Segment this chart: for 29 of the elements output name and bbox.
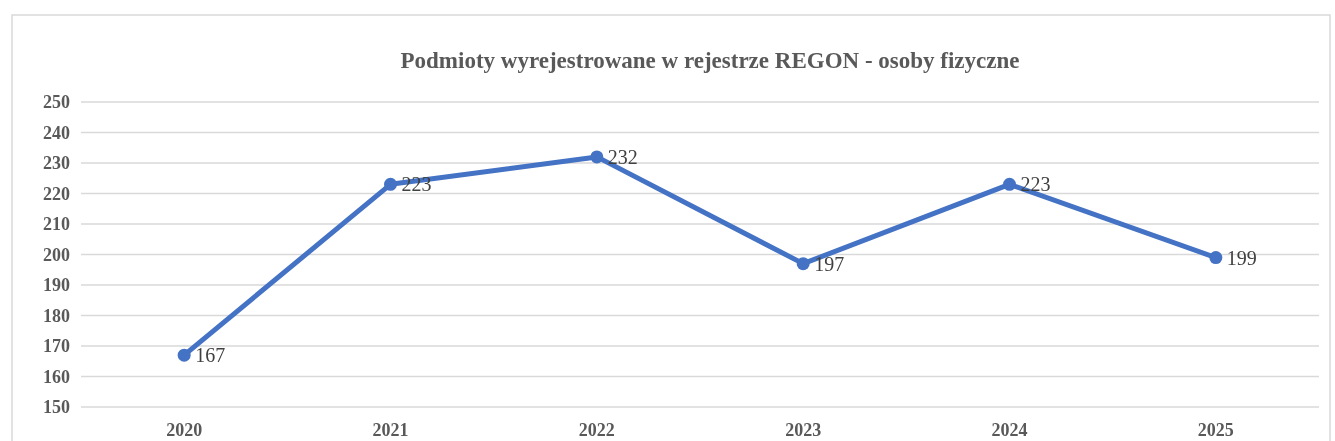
point xyxy=(384,177,397,191)
point xyxy=(1209,251,1223,265)
x-tick-label: 2021 xyxy=(372,420,409,440)
y-tick-label: 240 xyxy=(43,122,70,143)
y-tick-label: 250 xyxy=(43,92,70,112)
data-label: 197 xyxy=(814,252,845,275)
data-label: 199 xyxy=(1226,246,1257,269)
y-tick-label: 220 xyxy=(43,183,70,204)
x-tick-label: 2025 xyxy=(1197,420,1234,440)
data-label: 223 xyxy=(1020,173,1051,196)
y-tick-label: 180 xyxy=(43,305,70,326)
x-tick-label: 2020 xyxy=(166,420,203,440)
x-tick-label: 2023 xyxy=(785,420,822,440)
y-tick-label: 210 xyxy=(43,214,70,234)
data-label: 167 xyxy=(195,344,226,367)
y-tick-label: 190 xyxy=(43,275,70,295)
chart-title: Podmioty wyrejestrowane w rejestrze REGON - osoby fizyczne xyxy=(400,48,1020,73)
data-label: 232 xyxy=(607,145,638,168)
x-tick-label: 2022 xyxy=(578,420,615,440)
point xyxy=(1003,177,1016,191)
y-tick-label: 200 xyxy=(43,244,70,265)
y-tick-label: 160 xyxy=(43,366,70,387)
x-tick-label: 2024 xyxy=(991,420,1028,440)
point xyxy=(177,348,191,362)
point xyxy=(796,257,810,271)
y-tick-label: 170 xyxy=(43,336,70,356)
y-tick-label: 150 xyxy=(43,397,70,417)
point xyxy=(590,150,604,164)
y-tick-label: 230 xyxy=(43,153,70,173)
